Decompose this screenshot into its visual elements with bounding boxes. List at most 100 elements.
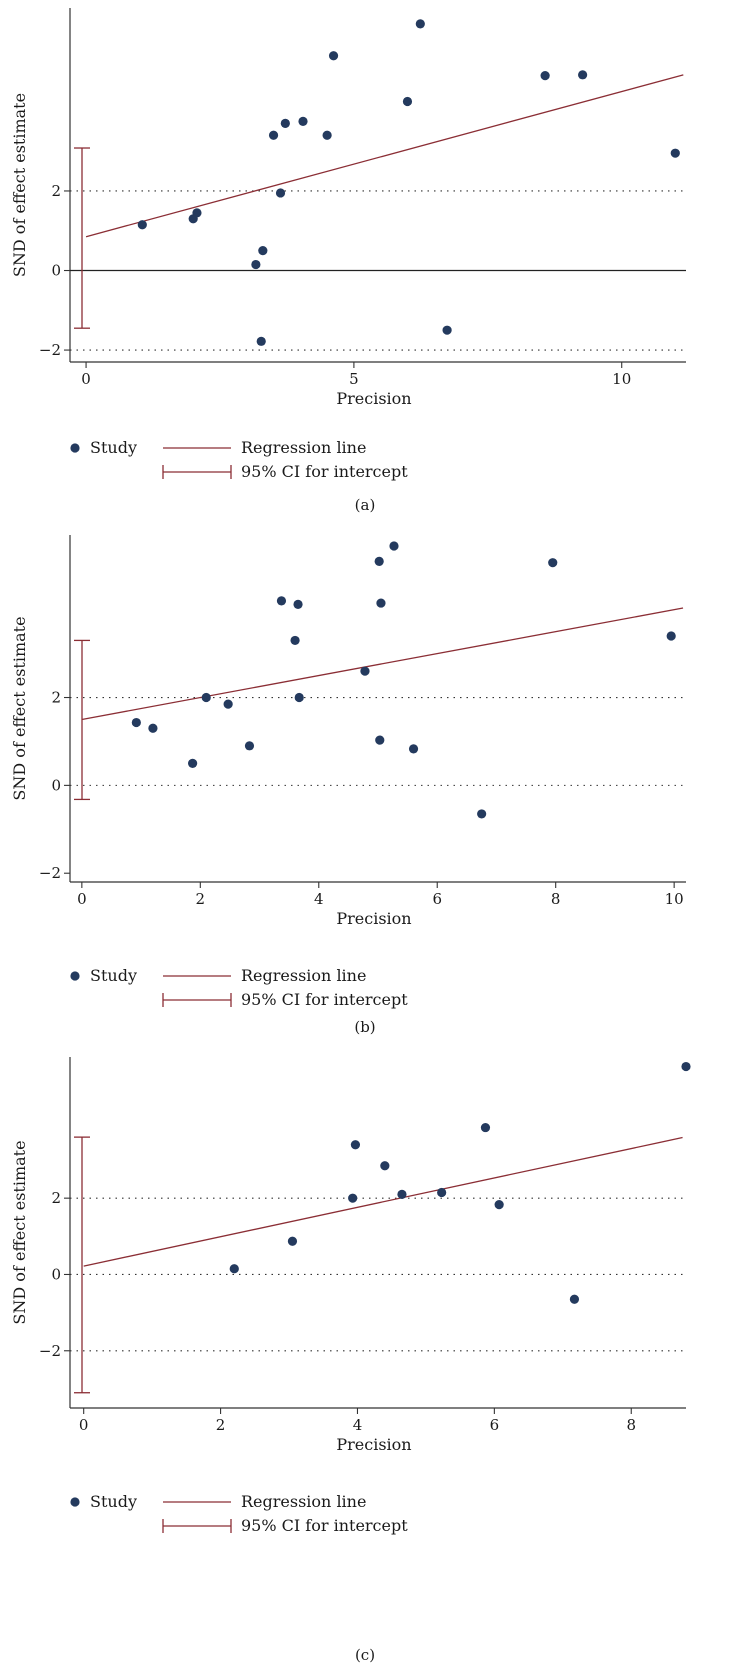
study-point (148, 723, 158, 733)
study-point (294, 692, 304, 703)
study-point (201, 692, 211, 703)
study-point (402, 96, 413, 107)
study-point (397, 1189, 407, 1199)
study-point (681, 1061, 691, 1072)
x-axis-label: Precision (336, 1435, 411, 1454)
study-point (137, 220, 147, 230)
legend-study-marker (70, 443, 80, 453)
study-point (375, 735, 385, 745)
y-tick-label: 0 (51, 262, 61, 280)
y-tick-label: −2 (39, 1342, 61, 1360)
study-point (374, 556, 384, 566)
legend-study-label: Study (90, 1492, 137, 1511)
legend-study-label: Study (90, 966, 137, 985)
panel-label: (b) (354, 1018, 375, 1036)
study-point (548, 558, 558, 568)
legend-ci-label: 95% CI for intercept (241, 990, 408, 1009)
y-tick-label: −2 (39, 864, 61, 882)
regression-line (81, 607, 684, 721)
study-point (437, 1187, 447, 1198)
y-tick-label: 0 (51, 1265, 61, 1283)
study-point (256, 336, 266, 346)
study-point (244, 741, 255, 751)
x-tick-label: 0 (79, 1416, 89, 1434)
y-tick-label: 2 (51, 1189, 61, 1207)
x-tick-label: 10 (612, 370, 631, 388)
study-point (442, 325, 452, 335)
legend-study-marker (70, 971, 80, 981)
x-tick-label: 2 (196, 890, 206, 908)
legend: Study Regression line 95% CI for intercept (70, 966, 408, 1009)
study-point (268, 130, 279, 140)
legend-regression-label: Regression line (241, 438, 366, 457)
study-point (666, 631, 676, 641)
x-tick-label: 5 (349, 370, 359, 388)
study-point (578, 70, 588, 80)
legend: Study Regression line 95% CI for intercept (70, 438, 408, 481)
x-tick-label: 0 (77, 890, 87, 908)
study-point (494, 1200, 504, 1210)
regression-line (85, 74, 684, 238)
legend-ci-label: 95% CI for intercept (241, 1516, 408, 1535)
legend-regression-label: Regression line (241, 966, 366, 985)
y-tick-label: 2 (51, 182, 61, 200)
y-axis-label: SND of effect estimate (10, 616, 29, 800)
study-point (290, 635, 300, 646)
y-tick-label: −2 (39, 341, 61, 359)
study-point (389, 541, 399, 551)
study-point (276, 596, 287, 606)
chart-panel-2: −2 0 2 0 2 4 6 8 10 Precision SND of effect estima… (10, 535, 686, 1036)
legend-study-label: Study (90, 438, 137, 457)
study-point (192, 208, 202, 218)
x-tick-label: 8 (626, 1416, 636, 1434)
x-tick-label: 0 (81, 370, 91, 388)
study-point (280, 118, 290, 128)
panel-label: (c) (355, 1646, 375, 1664)
x-tick-label: 4 (314, 890, 324, 908)
x-tick-label: 2 (216, 1416, 226, 1434)
x-tick-label: 4 (353, 1416, 363, 1434)
x-tick-label: 10 (665, 890, 684, 908)
y-axis-label: SND of effect estimate (10, 1140, 29, 1324)
study-point (569, 1294, 580, 1304)
legend-study-marker (70, 1497, 80, 1507)
study-point (188, 758, 198, 769)
x-axis-label: Precision (336, 389, 411, 408)
study-point (348, 1193, 358, 1203)
study-point (251, 259, 261, 270)
legend-regression-label: Regression line (241, 1492, 366, 1511)
study-point (229, 1264, 239, 1274)
x-axis-label: Precision (336, 909, 411, 928)
study-point (350, 1140, 361, 1150)
regression-line (83, 1136, 683, 1267)
study-point (376, 598, 386, 608)
study-point (408, 744, 419, 754)
study-point (298, 116, 308, 126)
study-point (477, 809, 487, 819)
study-point (360, 666, 370, 676)
study-point (380, 1161, 390, 1171)
chart-panel-3: −2 0 2 0 2 4 6 8 Precision SND of effect estimate… (10, 1057, 691, 1664)
y-axis-label: SND of effect estimate (10, 93, 29, 277)
study-point (287, 1236, 298, 1246)
study-point (480, 1122, 491, 1133)
study-point (415, 19, 425, 29)
x-tick-label: 8 (551, 890, 561, 908)
study-point (293, 599, 303, 610)
study-point (131, 717, 141, 728)
study-point (223, 699, 233, 709)
legend-ci-label: 95% CI for intercept (241, 462, 408, 481)
study-point (258, 246, 268, 256)
y-tick-label: 2 (51, 689, 61, 707)
chart-panel-1: −2 0 2 0 5 10 Precision SND of effect estimate S… (10, 8, 686, 514)
legend: Study Regression line 95% CI for intercept (70, 1492, 408, 1535)
x-tick-label: 6 (432, 890, 442, 908)
study-point (540, 71, 550, 81)
x-tick-label: 6 (490, 1416, 500, 1434)
y-tick-label: 0 (51, 776, 61, 794)
panel-label: (a) (355, 496, 376, 514)
study-point (275, 188, 286, 198)
study-point (328, 51, 339, 61)
study-point (670, 148, 680, 158)
